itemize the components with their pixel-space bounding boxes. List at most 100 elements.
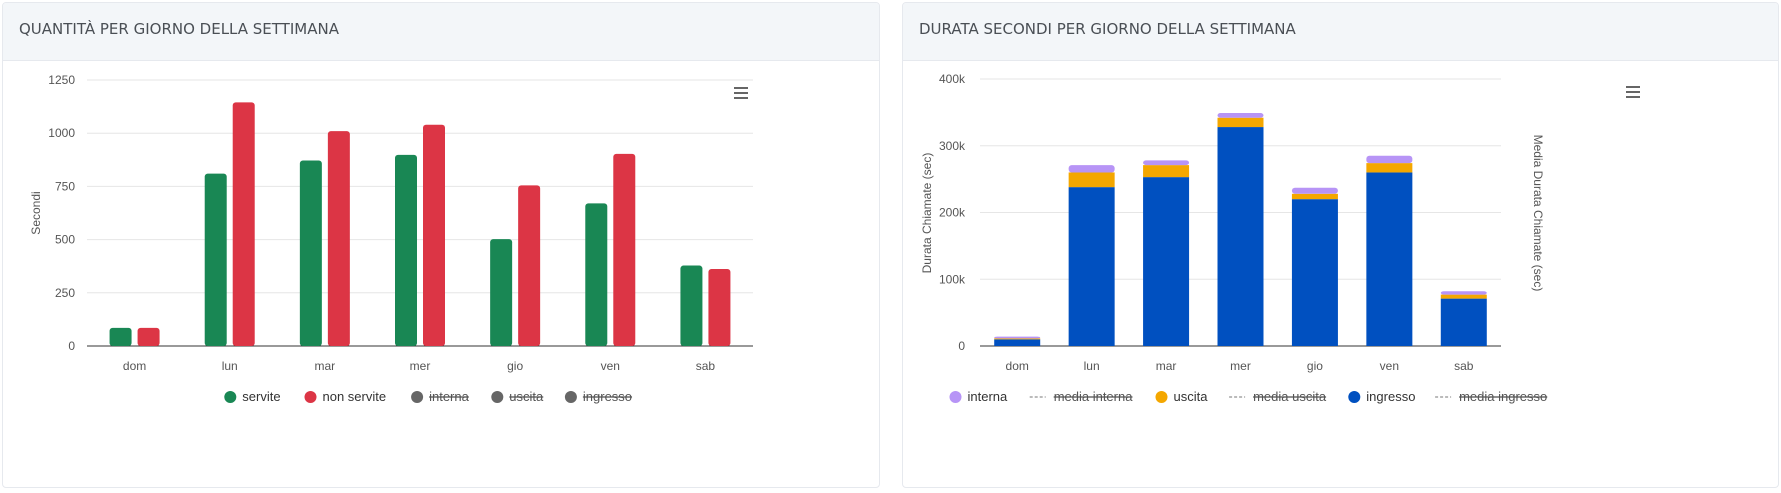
legend: servite non servite interna uscita ingresso	[224, 389, 632, 404]
legend-label: non servite	[323, 389, 387, 404]
legend-item-media-uscita[interactable]: media uscita	[1229, 389, 1327, 404]
bar-ingresso-ven[interactable]	[1366, 172, 1413, 346]
x-tick-label: gio	[1307, 359, 1323, 373]
x-tick-label: sab	[696, 359, 716, 373]
bar-interna-mer[interactable]	[1217, 113, 1264, 118]
bar-uscita-dom[interactable]	[994, 338, 1041, 340]
legend-label: media ingresso	[1459, 389, 1547, 404]
bar-ingresso-mar[interactable]	[1143, 177, 1190, 346]
bar-uscita-gio[interactable]	[1291, 193, 1338, 200]
bar-ingresso-dom[interactable]	[994, 339, 1041, 346]
legend-item-uscita[interactable]: uscita	[1155, 389, 1209, 404]
bar-interna-ven[interactable]	[1366, 155, 1413, 164]
duration-chart: 0 100k 200k 300k 400k Durata Chiamate (sec) Me…	[920, 72, 1644, 404]
legend-marker	[411, 391, 424, 403]
bar-uscita-sab[interactable]	[1440, 294, 1487, 299]
legend-marker	[304, 391, 317, 403]
legend-item-servite[interactable]: servite	[224, 389, 281, 404]
bar-servite-dom[interactable]	[109, 327, 132, 346]
y-tick-label: 750	[55, 179, 75, 193]
y-tick-label: 250	[55, 286, 75, 300]
x-tick-label: mar	[1156, 359, 1177, 373]
bar-non-servite-gio[interactable]	[518, 185, 541, 346]
card-title: DURATA SECONDI PER GIORNO DELLA SETTIMAN…	[903, 3, 1778, 61]
legend-label: interna	[429, 389, 470, 404]
legend: interna media interna uscita media uscita in…	[949, 389, 1547, 404]
bar-ingresso-mer[interactable]	[1217, 127, 1264, 346]
bar-non-servite-dom[interactable]	[137, 327, 160, 346]
legend-item-interna[interactable]: interna	[411, 389, 470, 404]
bar-ingresso-sab[interactable]	[1440, 298, 1487, 346]
bar-interna-gio[interactable]	[1291, 187, 1338, 194]
menu-icon-line	[734, 92, 748, 94]
x-tick-label: dom	[1006, 359, 1029, 373]
bar-uscita-mer[interactable]	[1217, 117, 1264, 128]
legend-label: uscita	[1174, 389, 1209, 404]
bar-non-servite-lun[interactable]	[232, 102, 255, 347]
legend-marker	[564, 391, 577, 403]
bar-non-servite-mer[interactable]	[423, 124, 445, 346]
bar-servite-mer[interactable]	[395, 154, 417, 346]
legend-label: media uscita	[1253, 389, 1327, 404]
bar-servite-lun[interactable]	[204, 173, 227, 346]
legend-item-ingresso[interactable]: ingresso	[564, 389, 632, 404]
y-axis-title-right: Media Durata Chiamate (sec)	[1531, 135, 1545, 292]
y-tick-label: 1250	[48, 73, 75, 87]
bar-non-servite-mar[interactable]	[327, 131, 350, 346]
x-tick-label: lun	[222, 359, 238, 373]
bar-non-servite-ven[interactable]	[613, 153, 636, 346]
bar-ingresso-gio[interactable]	[1291, 199, 1338, 346]
x-tick-label: ven	[1380, 359, 1399, 373]
bar-ingresso-lun[interactable]	[1068, 187, 1115, 346]
legend-label: servite	[242, 389, 280, 404]
bar-servite-ven[interactable]	[585, 203, 608, 346]
legend-marker	[949, 391, 962, 403]
x-tick-label: mer	[410, 359, 431, 373]
x-tick-label: dom	[123, 359, 146, 373]
y-tick-label: 200k	[939, 206, 966, 220]
legend-marker	[224, 391, 237, 403]
bar-uscita-mar[interactable]	[1143, 165, 1190, 178]
bar-servite-gio[interactable]	[490, 239, 513, 346]
bar-interna-sab[interactable]	[1440, 291, 1487, 295]
y-tick-label: 300k	[939, 139, 966, 153]
bar-uscita-ven[interactable]	[1366, 163, 1413, 173]
y-tick-label: 0	[68, 339, 75, 353]
y-tick-label: 500	[55, 233, 75, 247]
legend-label: ingresso	[1366, 389, 1415, 404]
legend-item-interna[interactable]: interna	[949, 389, 1009, 404]
legend-marker	[491, 391, 504, 403]
y-axis-title: Durata Chiamate (sec)	[920, 153, 934, 274]
legend-item-uscita[interactable]: uscita	[491, 389, 544, 404]
legend-item-ingresso[interactable]: ingresso	[1348, 389, 1415, 404]
quantity-chart: 0 250 500 750 1000 1250 Secondi dom lun mar mer gio…	[29, 73, 753, 404]
legend-marker	[1348, 391, 1361, 403]
hamburger-menu-icon[interactable]	[730, 83, 752, 101]
legend-item-non-servite[interactable]: non servite	[304, 389, 387, 404]
x-tick-label: mar	[315, 359, 336, 373]
legend-label: media interna	[1054, 389, 1134, 404]
menu-icon-line	[1626, 91, 1640, 93]
bar-non-servite-sab[interactable]	[708, 268, 731, 346]
card-quantity: QUANTITÀ PER GIORNO DELLA SETTIMANA 0 250…	[2, 2, 880, 488]
y-tick-label: 400k	[939, 72, 966, 86]
legend-item-media-interna[interactable]: media interna	[1029, 389, 1134, 404]
bar-servite-sab[interactable]	[680, 265, 703, 346]
bar-interna-lun[interactable]	[1068, 165, 1115, 173]
x-tick-label: lun	[1084, 359, 1100, 373]
legend-label: uscita	[509, 389, 544, 404]
legend-marker	[1155, 391, 1168, 403]
menu-icon-line	[734, 87, 748, 89]
y-tick-label: 0	[958, 339, 965, 353]
y-axis-title: Secondi	[29, 191, 43, 234]
bar-interna-dom[interactable]	[994, 336, 1041, 339]
legend-item-media-ingresso[interactable]: media ingresso	[1435, 389, 1547, 404]
bar-interna-mar[interactable]	[1143, 160, 1190, 166]
hamburger-menu-icon[interactable]	[1622, 82, 1644, 100]
card-title: QUANTITÀ PER GIORNO DELLA SETTIMANA	[3, 3, 879, 61]
y-tick-label: 100k	[939, 272, 966, 286]
x-tick-label: ven	[601, 359, 620, 373]
card-duration: DURATA SECONDI PER GIORNO DELLA SETTIMAN…	[902, 2, 1779, 488]
bar-uscita-lun[interactable]	[1068, 172, 1115, 188]
bar-servite-mar[interactable]	[299, 160, 322, 346]
